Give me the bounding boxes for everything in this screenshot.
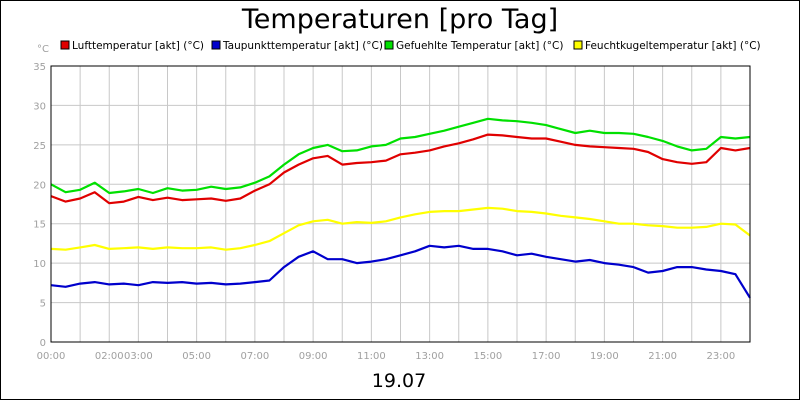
legend-item: Taupunkttemperatur [akt] (°C) xyxy=(211,40,383,52)
y-tick-label: 0 xyxy=(40,338,46,349)
y-axis-unit: °C xyxy=(37,44,49,55)
legend-label: Taupunkttemperatur [akt] (°C) xyxy=(222,40,383,52)
y-axis-ticks: 0 5 10 15 20 25 30 35 xyxy=(33,62,46,349)
legend-swatch xyxy=(384,40,394,50)
series-line-1 xyxy=(50,244,751,299)
legend-swatch xyxy=(60,40,70,50)
x-axis-ticks: 00:00 02:00 03:00 05:00 07:00 09:00 11:00 13:00… xyxy=(37,351,736,362)
y-tick-label: 20 xyxy=(33,180,46,191)
y-tick-label: 10 xyxy=(33,259,46,270)
series-group xyxy=(50,117,751,299)
legend-label: Lufttemperatur [akt] (°C) xyxy=(72,40,204,52)
legend-label: Gefuehlte Temperatur [akt] (°C) xyxy=(396,40,563,52)
y-tick-label: 25 xyxy=(33,141,46,152)
x-tick-label: 17:00 xyxy=(532,351,561,362)
date-label: 19.07 xyxy=(372,370,426,392)
legend-item: Feuchtkugeltemperatur [akt] (°C) xyxy=(573,40,761,52)
x-tick-label: 09:00 xyxy=(299,351,328,362)
x-tick-label: 15:00 xyxy=(473,351,502,362)
legend-item: Gefuehlte Temperatur [akt] (°C) xyxy=(384,40,563,52)
x-tick-label: 21:00 xyxy=(648,351,677,362)
x-tick-label: 00:00 xyxy=(37,351,66,362)
x-tick-label: 03:00 xyxy=(124,351,153,362)
y-tick-label: 30 xyxy=(33,101,46,112)
x-tick-label: 23:00 xyxy=(706,351,735,362)
plot-frame xyxy=(50,65,751,343)
legend-swatch xyxy=(211,40,221,50)
y-tick-label: 15 xyxy=(33,220,46,231)
x-tick-label: 05:00 xyxy=(182,351,211,362)
y-tick-label: 5 xyxy=(40,299,46,310)
series-line-2 xyxy=(50,117,751,195)
legend: Lufttemperatur [akt] (°C) Taupunkttempera… xyxy=(60,40,761,52)
x-tick-label: 07:00 xyxy=(240,351,269,362)
y-tick-label: 35 xyxy=(33,62,46,73)
x-tick-label: 02:00 xyxy=(95,351,124,362)
legend-swatch xyxy=(573,40,583,50)
x-tick-label: 13:00 xyxy=(415,351,444,362)
series-line-0 xyxy=(50,133,751,205)
legend-label: Feuchtkugeltemperatur [akt] (°C) xyxy=(585,40,761,52)
x-tick-label: 11:00 xyxy=(357,351,386,362)
legend-item: Lufttemperatur [akt] (°C) xyxy=(60,40,204,52)
chart-title: Temperaturen [pro Tag] xyxy=(241,4,558,35)
series-line-3 xyxy=(50,206,751,251)
grid xyxy=(51,66,750,342)
x-tick-label: 19:00 xyxy=(590,351,619,362)
